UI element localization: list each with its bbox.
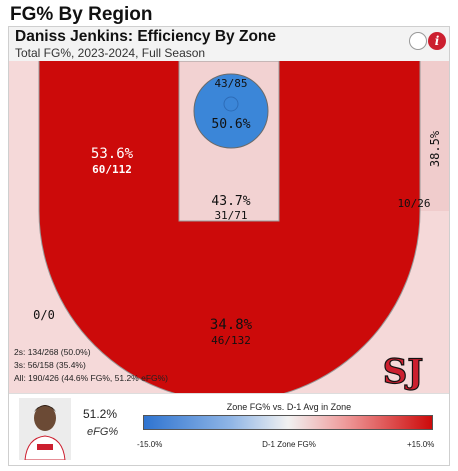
- player-avatar-icon: [19, 398, 71, 460]
- zone-midrange[interactable]: [39, 61, 420, 393]
- efg-label: eFG%: [87, 426, 119, 438]
- three-point-arc: [38, 210, 421, 393]
- right-corner-pct-label: 38.5%: [428, 130, 442, 167]
- paint-pct-label: 43.7%: [211, 194, 250, 209]
- zone-chart-card: Daniss Jenkins: Efficiency By Zone Total…: [8, 26, 450, 466]
- info-icon[interactable]: i: [428, 32, 446, 50]
- paint-attempts-label: 31/71: [214, 209, 247, 222]
- player-photo: [19, 398, 71, 460]
- midrange-pct-label: 53.6%: [91, 146, 134, 162]
- rim-pct-label: 50.6%: [211, 117, 250, 132]
- color-scale-bar: [143, 415, 433, 430]
- scale-max-label: +15.0%: [407, 440, 435, 449]
- player-title: Daniss Jenkins: Efficiency By Zone: [15, 28, 277, 45]
- toggle-button[interactable]: [409, 32, 427, 50]
- efg-value: 51.2%: [83, 407, 118, 421]
- midrange-attempts-label: 60/112: [92, 163, 132, 176]
- team-logo-text: SJ: [383, 352, 424, 392]
- scale-mid-label: D-1 Zone FG%: [262, 440, 316, 449]
- rim-attempts-label: 43/85: [214, 77, 247, 90]
- season-subtitle: Total FG%, 2023-2024, Full Season: [15, 46, 206, 60]
- court-zone-map: 43/85 50.6% 53.6% 60/112 43.7% 31/71 38.…: [9, 61, 449, 393]
- team-logo: SJ: [382, 351, 424, 392]
- above-break-pct-label: 34.8%: [210, 317, 253, 333]
- threes-summary: 3s: 56/158 (35.4%): [14, 360, 86, 370]
- right-corner-attempts-label: 10/26: [397, 197, 430, 210]
- twos-summary: 2s: 134/268 (50.0%): [14, 347, 91, 357]
- all-summary: All: 190/426 (44.6% FG%, 51.2% eFG%): [14, 373, 169, 383]
- left-corner-attempts-label: 0/0: [33, 308, 55, 322]
- zone-right-corner-three[interactable]: [420, 61, 449, 211]
- above-break-attempts-label: 46/132: [211, 334, 251, 347]
- scale-min-label: -15.0%: [137, 440, 163, 449]
- card-header: Daniss Jenkins: Efficiency By Zone Total…: [9, 27, 449, 61]
- hoop-marker: [223, 96, 239, 112]
- scale-title: Zone FG% vs. D-1 Avg in Zone: [226, 402, 352, 412]
- section-title: FG% By Region: [10, 4, 153, 25]
- footer-legend: 51.2% eFG% Zone FG% vs. D-1 Avg in Zone …: [9, 393, 449, 465]
